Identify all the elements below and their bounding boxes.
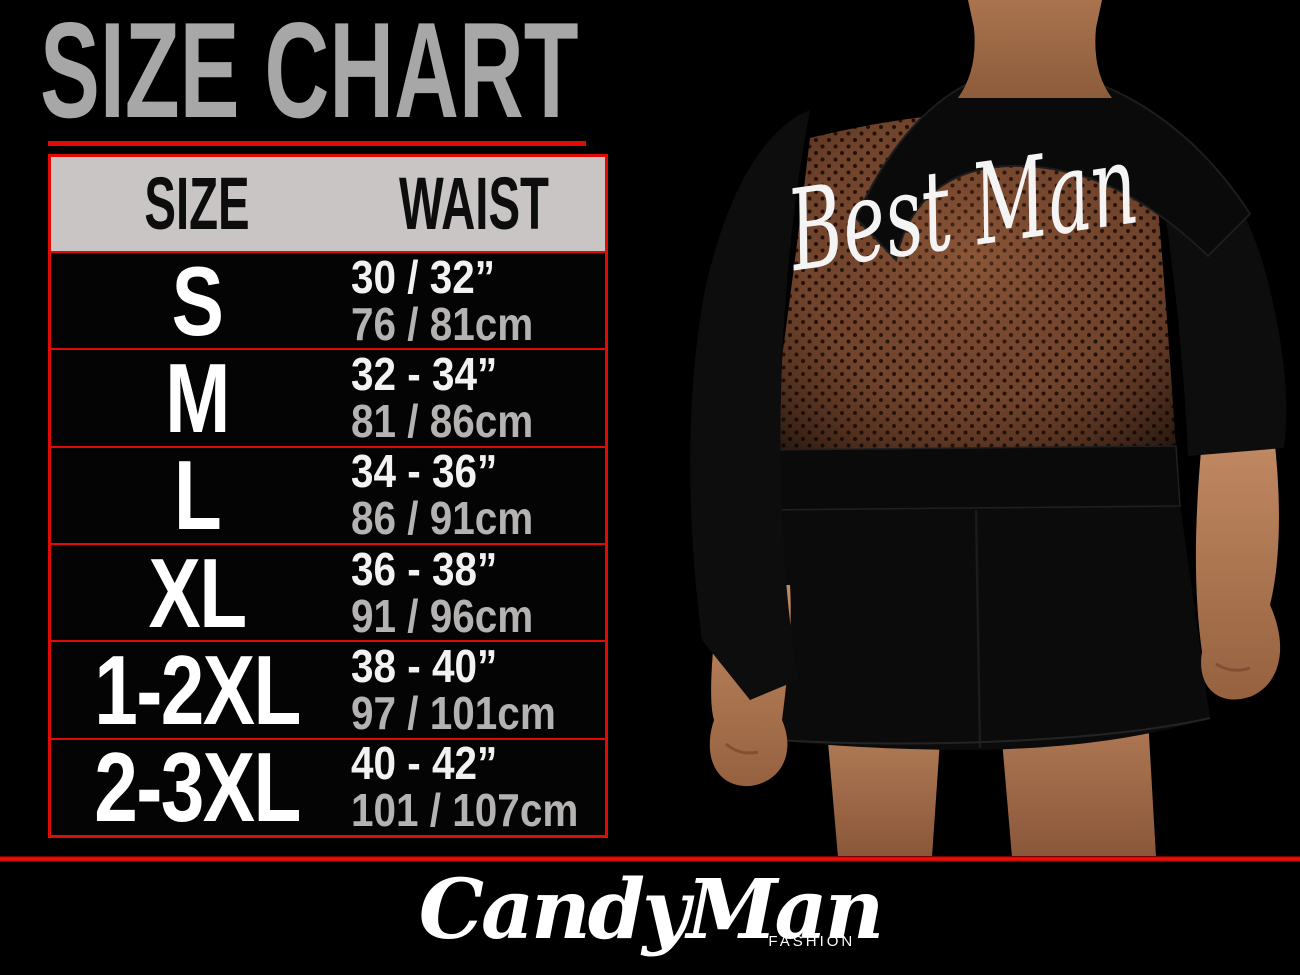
waist-values: 36 - 38” 91 / 96cm: [343, 542, 605, 642]
brand-footer: CandyMan FASHION: [0, 864, 1300, 956]
title-underline: [48, 141, 586, 146]
robe-skirt: [736, 504, 1210, 750]
waist-values: 32 - 34” 81 / 86cm: [343, 347, 605, 447]
waist-values: 38 - 40” 97 / 101cm: [343, 639, 605, 739]
table-header-row: SIZE WAIST: [51, 157, 605, 251]
skirt-seam: [974, 509, 982, 749]
bottom-divider: [0, 856, 1300, 862]
waist-values: 40 - 42” 101 / 107cm: [343, 740, 609, 834]
robe-belt: [761, 445, 1181, 511]
table-row: XL 36 - 38” 91 / 96cm: [51, 537, 605, 648]
waist-cm: 76 / 81cm: [351, 297, 534, 350]
waist-cm: 101 / 107cm: [351, 784, 579, 837]
left-hand-finger-shadow: [725, 742, 759, 755]
waist-inches: 32 - 34”: [351, 347, 498, 400]
brand-wordmark: CandyMan: [418, 862, 885, 958]
size-label: XL: [148, 537, 248, 648]
waist-inches: 34 - 36”: [351, 445, 498, 498]
right-leg: [1002, 715, 1156, 857]
waist-cm: 86 / 91cm: [351, 492, 534, 545]
column-header-waist: WAIST: [399, 162, 549, 245]
model-neck: [958, 0, 1112, 98]
waist-inches: 36 - 38”: [351, 542, 498, 595]
waist-inches: 38 - 40”: [351, 639, 498, 692]
size-label: S: [171, 245, 224, 356]
waist-cm: 91 / 96cm: [351, 589, 534, 642]
model-photo: Best Man: [690, 0, 1287, 857]
left-sleeve: [690, 110, 810, 700]
table-row: M 32 - 34” 81 / 86cm: [51, 342, 605, 453]
table-row: 1-2XL 38 - 40” 97 / 101cm: [51, 634, 605, 745]
page-title: SIZE CHART: [40, 0, 579, 146]
size-label: 1-2XL: [94, 634, 301, 745]
brand-tagline: FASHION: [768, 933, 856, 950]
waist-values: 34 - 36” 86 / 91cm: [343, 448, 605, 542]
waist-values: 30 / 32” 76 / 81cm: [343, 250, 605, 350]
right-hand-finger-shadow: [1215, 662, 1251, 672]
size-label: M: [165, 342, 230, 453]
waist-cm: 97 / 101cm: [351, 686, 556, 739]
waist-inches: 40 - 42”: [351, 737, 498, 790]
left-leg: [828, 735, 940, 857]
size-label: L: [173, 440, 222, 551]
waist-inches: 30 / 32”: [351, 250, 496, 303]
brand-lockup: CandyMan FASHION: [418, 862, 885, 958]
right-arm: [1195, 436, 1281, 700]
table-row: S 30 / 32” 76 / 81cm: [51, 245, 605, 356]
column-header-size: SIZE: [144, 162, 250, 245]
table-row: 2-3XL 40 - 42” 101 / 107cm: [51, 732, 605, 843]
size-table: SIZE WAIST S 30 / 32” 76 / 81cm M 32 - 3…: [48, 154, 608, 838]
waist-cm: 81 / 86cm: [351, 394, 534, 447]
table-row: L 34 - 36” 86 / 91cm: [51, 440, 605, 551]
size-label: 2-3XL: [94, 732, 301, 843]
